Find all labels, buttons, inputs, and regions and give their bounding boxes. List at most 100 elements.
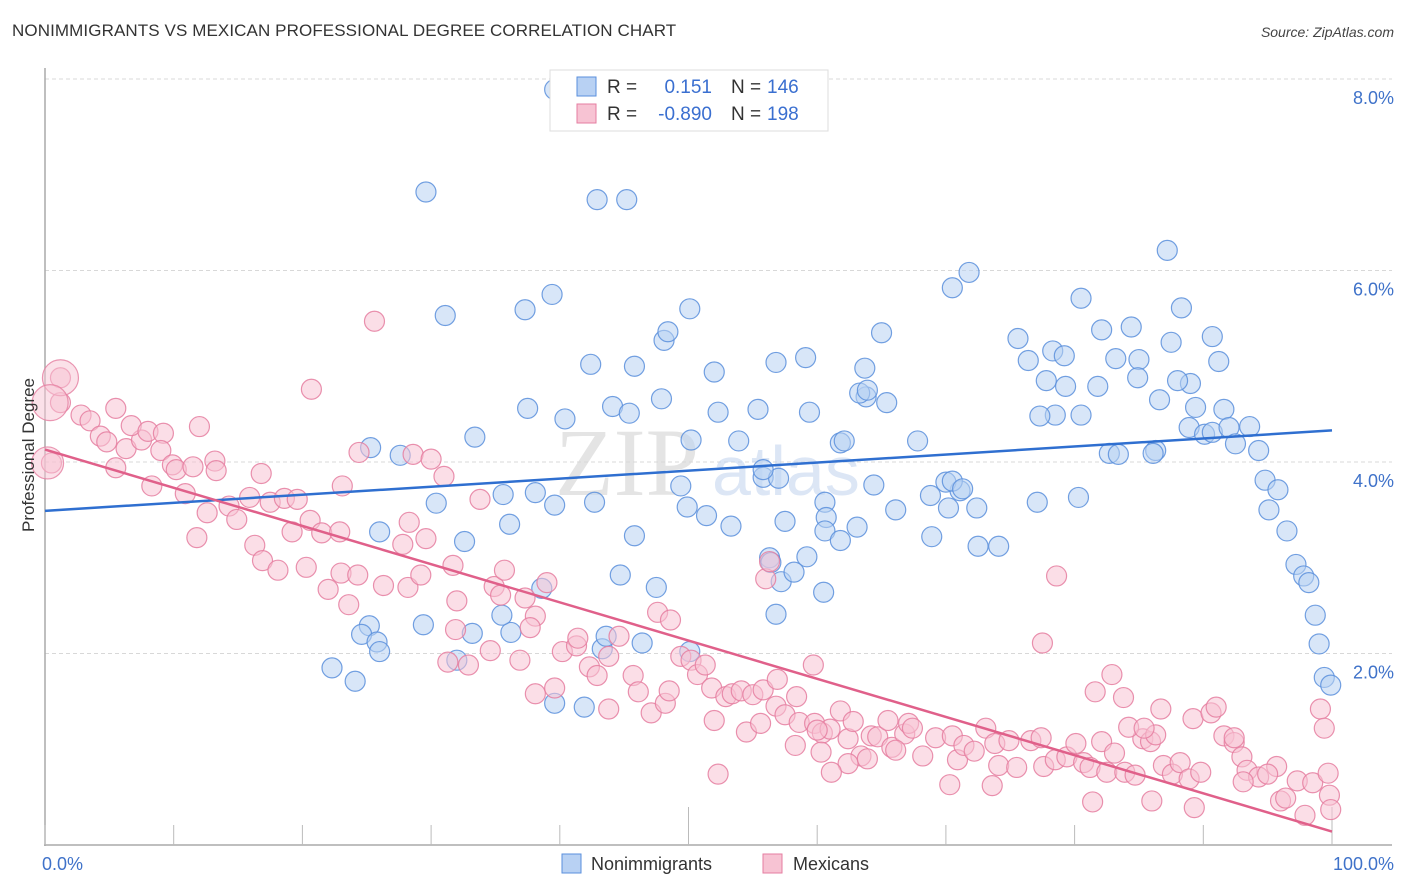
point-mexicans (544, 677, 566, 699)
point-mexicans (1031, 632, 1054, 654)
point-mexicans (392, 533, 414, 555)
point-nonimmigrants (541, 283, 563, 306)
point-mexicans (347, 564, 369, 586)
point-mexicans (1182, 708, 1204, 730)
point-nonimmigrants (846, 516, 868, 538)
point-nonimmigrants (1224, 433, 1247, 455)
point-nonimmigrants (464, 426, 486, 448)
point-mexicans (598, 645, 620, 667)
legend-n-label-1: N = (731, 77, 761, 98)
point-mexicans (885, 739, 907, 761)
point-nonimmigrants (616, 189, 638, 211)
trend-lines (44, 429, 1333, 833)
point-nonimmigrants (1107, 443, 1129, 465)
point-nonimmigrants (856, 379, 878, 401)
point-mexicans (586, 664, 608, 687)
point-nonimmigrants (554, 408, 576, 430)
point-nonimmigrants (1127, 367, 1149, 389)
point-nonimmigrants (1156, 239, 1178, 261)
bottom-legend-label-nonimmigrants: Nonimmigrants (591, 854, 712, 874)
point-nonimmigrants (941, 277, 963, 299)
point-mexicans (398, 511, 420, 533)
point-mexicans (1084, 681, 1106, 703)
point-nonimmigrants (657, 321, 679, 343)
point-nonimmigrants (524, 482, 546, 504)
point-nonimmigrants (765, 603, 787, 625)
point-mexicans (186, 527, 208, 549)
legend-r-value-1: 0.151 (664, 77, 712, 98)
point-nonimmigrants (952, 478, 974, 500)
series-mexicans (30, 310, 1342, 826)
point-nonimmigrants (703, 361, 725, 383)
point-mexicans (363, 310, 386, 332)
point-mexicans (659, 609, 682, 631)
point-mexicans (1232, 771, 1254, 793)
point-nonimmigrants (1308, 633, 1330, 655)
point-nonimmigrants (645, 576, 667, 599)
point-nonimmigrants (1091, 319, 1113, 341)
point-mexicans (806, 719, 828, 741)
legend-r-value-2: -0.890 (658, 104, 712, 125)
point-mexicans (415, 527, 437, 550)
point-mexicans (457, 654, 480, 676)
point-nonimmigrants (1267, 479, 1289, 501)
point-mexicans (1309, 698, 1332, 720)
point-mexicans (1320, 798, 1342, 821)
point-nonimmigrants (796, 546, 818, 568)
point-nonimmigrants (1120, 316, 1142, 338)
point-mexicans (469, 488, 491, 510)
point-mexicans (1302, 772, 1324, 794)
point-nonimmigrants (1070, 404, 1092, 426)
point-mexicans (784, 734, 806, 757)
point-mexicans (842, 710, 864, 733)
point-nonimmigrants (650, 388, 673, 410)
y-axis-title: Professional Degree (19, 378, 38, 532)
point-mexicans (867, 726, 889, 748)
point-nonimmigrants (369, 640, 391, 663)
point-nonimmigrants (1166, 370, 1189, 392)
point-mexicans (694, 654, 716, 676)
series-nonimmigrants (321, 78, 1342, 718)
point-mexicans (372, 574, 395, 597)
chart-title: NONIMMIGRANTS VS MEXICAN PROFESSIONAL DE… (12, 21, 677, 40)
point-mexicans (1317, 762, 1339, 784)
y-tick-labels: 2.0% 4.0% 6.0% 8.0% (1353, 88, 1394, 683)
point-nonimmigrants (854, 357, 876, 379)
point-mexicans (493, 559, 516, 581)
point-nonimmigrants (1054, 375, 1077, 397)
point-mexicans (598, 698, 620, 720)
point-mexicans (250, 462, 272, 485)
point-mexicans (1313, 717, 1335, 739)
point-nonimmigrants (1184, 396, 1207, 419)
point-mexicans (1101, 663, 1123, 686)
point-nonimmigrants (937, 497, 960, 519)
point-mexicans (627, 681, 649, 703)
point-mexicans (856, 748, 878, 770)
x-tick-labels: 0.0% 100.0% (42, 854, 1394, 874)
trend-line-nonimmigrants (44, 429, 1333, 513)
point-nonimmigrants (544, 494, 566, 516)
point-nonimmigrants (1105, 347, 1127, 370)
point-mexicans (444, 618, 467, 641)
point-nonimmigrants (1258, 499, 1280, 521)
point-mexicans (707, 763, 729, 785)
point-mexicans (479, 640, 501, 662)
legend-r-label-1: R = (607, 77, 637, 98)
point-nonimmigrants (344, 670, 366, 692)
point-mexicans (150, 439, 172, 462)
x-tick-label-min: 0.0% (42, 854, 83, 874)
point-nonimmigrants (833, 430, 855, 452)
point-nonimmigrants (580, 353, 602, 375)
point-mexicans-large (31, 384, 69, 422)
point-mexicans (1133, 717, 1155, 739)
legend-swatch-mexicans (576, 103, 597, 124)
point-mexicans (1205, 696, 1227, 718)
bottom-legend-swatch-mexicans (762, 853, 783, 874)
point-mexicans (79, 410, 101, 432)
point-nonimmigrants (680, 429, 702, 451)
point-nonimmigrants (1026, 491, 1048, 513)
point-nonimmigrants (412, 614, 434, 636)
point-mexicans (205, 460, 227, 482)
y-tick-label: 4.0% (1353, 471, 1394, 491)
